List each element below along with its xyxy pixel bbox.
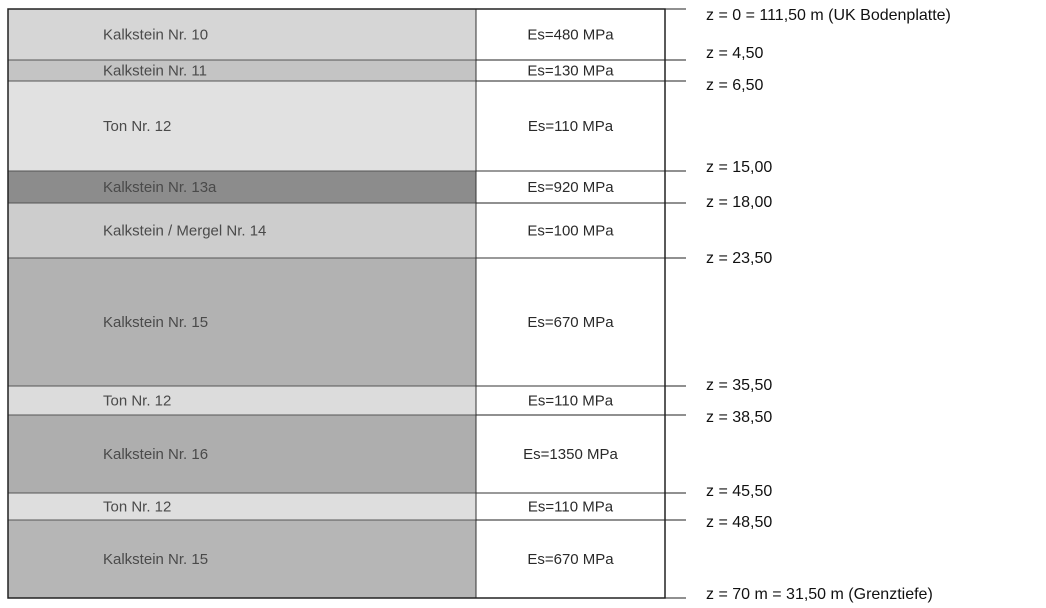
layer-name-label: Ton Nr. 12 [103,393,171,410]
soil-layer-band [7,492,477,521]
layer-name-label: Kalkstein Nr. 16 [103,446,208,463]
layer-modulus-label: Es=110 MPa [528,499,614,516]
depth-label: z = 70 m = 31,50 m (Grenztiefe) [706,586,933,603]
layer-modulus-label: Es=110 MPa [528,393,614,410]
modulus-cell [475,519,666,599]
layer-modulus-label: Es=480 MPa [527,27,614,44]
layer-modulus-label: Es=100 MPa [527,223,614,240]
soil-layer-band [7,170,477,204]
profile-border [7,8,666,599]
layer-name-label: Ton Nr. 12 [103,118,171,135]
layer-name-label: Kalkstein Nr. 15 [103,551,208,568]
modulus-cell [475,492,666,521]
modulus-cell [475,8,666,61]
layer-modulus-label: Es=130 MPa [527,63,614,80]
modulus-cell [475,170,666,204]
layer-modulus-label: Es=670 MPa [527,551,614,568]
soil-layer-band [7,80,477,172]
layer-name-label: Kalkstein Nr. 11 [103,63,207,80]
layer-modulus-label: Es=1350 MPa [523,446,618,463]
depth-label: z = 48,50 [706,514,772,531]
soil-layer-band [7,257,477,387]
layer-name-label: Kalkstein Nr. 10 [103,27,208,44]
layer-name-label: Kalkstein / Mergel Nr. 14 [103,223,266,240]
layer-modulus-label: Es=110 MPa [528,118,614,135]
depth-label: z = 23,50 [706,250,772,267]
depth-label: z = 6,50 [706,77,763,94]
depth-label: z = 45,50 [706,483,772,500]
layer-name-label: Kalkstein Nr. 15 [103,314,208,331]
soil-layer-band [7,59,477,82]
layer-name-label: Ton Nr. 12 [103,499,171,516]
soil-layer-band [7,8,477,61]
soil-layer-band [7,385,477,416]
soil-layer-band [7,519,477,599]
depth-label: z = 0 = 111,50 m (UK Bodenplatte) [706,7,951,24]
depth-label: z = 15,00 [706,159,772,176]
depth-label: z = 38,50 [706,409,772,426]
modulus-cell [475,414,666,494]
layer-modulus-label: Es=670 MPa [527,314,614,331]
depth-label: z = 4,50 [706,45,763,62]
layer-name-label: Kalkstein Nr. 13a [103,179,217,196]
soil-layer-band [7,414,477,494]
layer-modulus-label: Es=920 MPa [527,179,614,196]
soil-layer-band [7,202,477,259]
depth-label: z = 35,50 [706,377,772,394]
depth-label: z = 18,00 [706,194,772,211]
